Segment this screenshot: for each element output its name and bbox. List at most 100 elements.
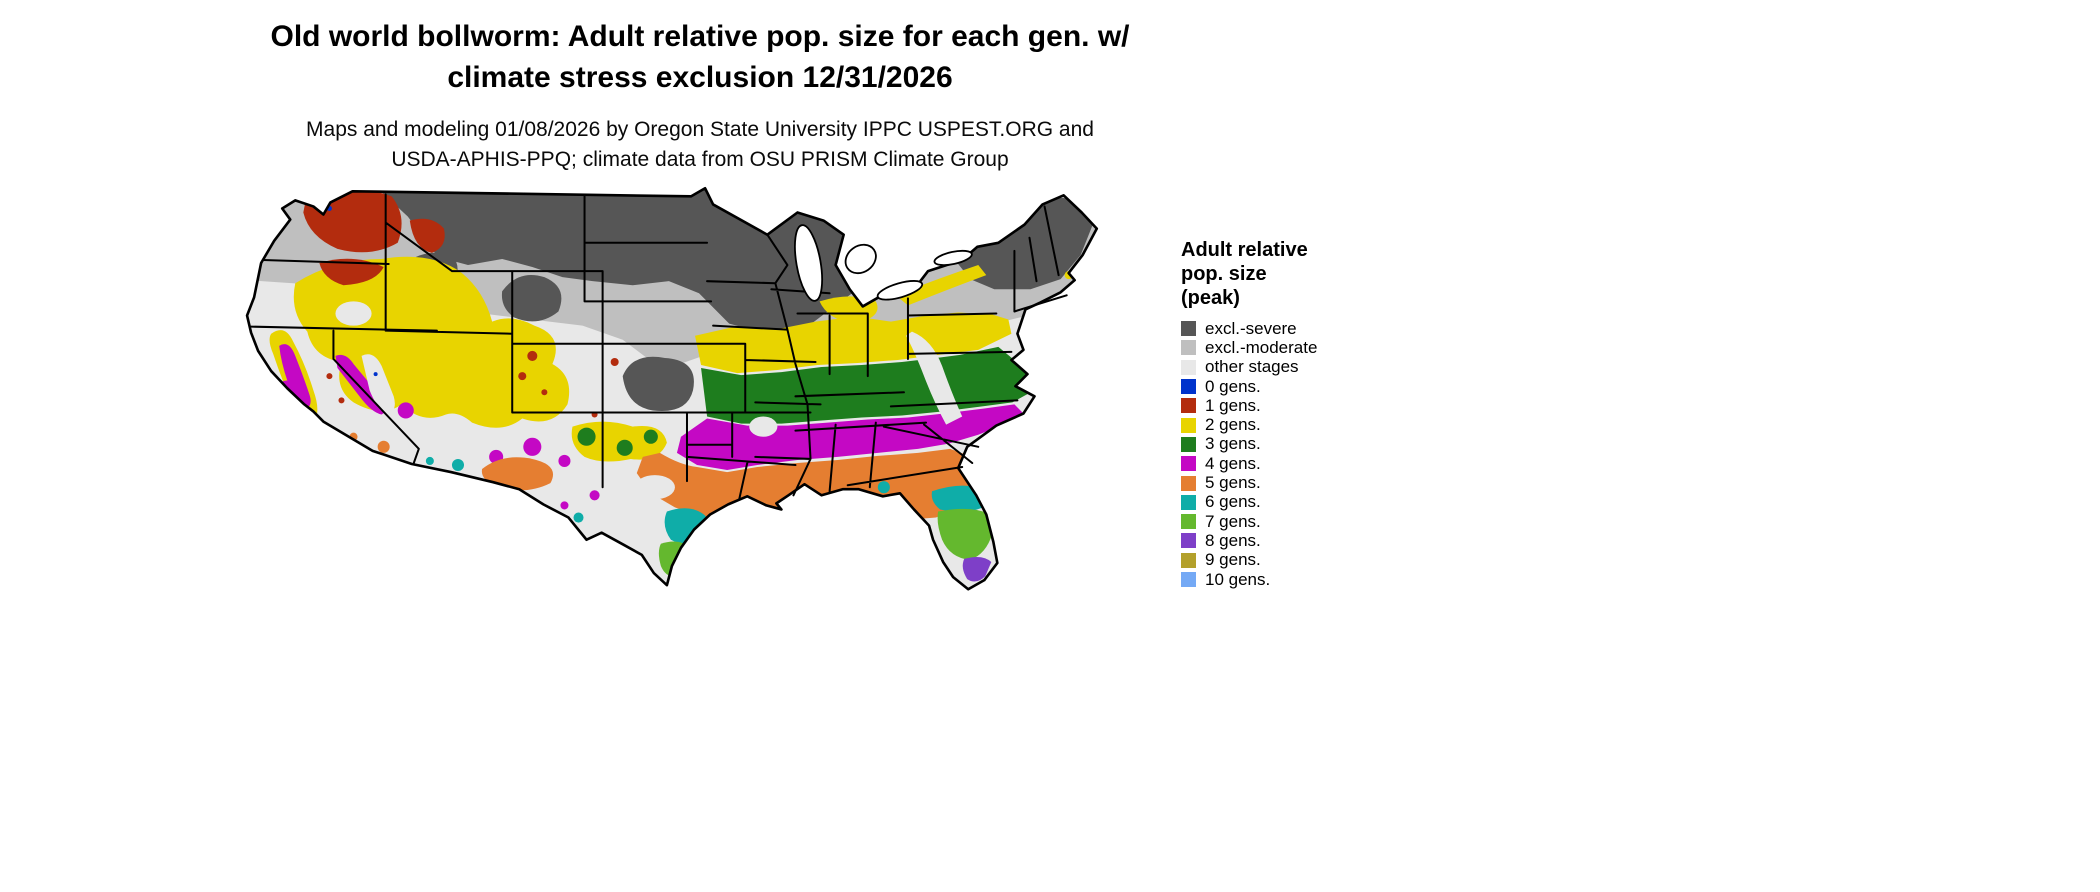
map-title-line-1: Old world bollworm: Adult relative pop. …: [270, 20, 1130, 53]
map-region-5-gens: [481, 457, 554, 491]
legend-item-label: 1 gens.: [1205, 395, 1261, 415]
map-region-1-gens: [338, 397, 345, 404]
legend-item-g0: 0 gens.: [1181, 377, 1411, 396]
map-region-6-gens: [451, 458, 465, 472]
map-region-6-gens: [877, 481, 890, 494]
great-lakes: [794, 224, 973, 302]
map-region-6-gens: [573, 512, 584, 523]
legend-swatch-excl_severe: [1181, 321, 1196, 337]
map-region-2-gens: [571, 421, 667, 462]
figure-header: Old world bollworm: Adult relative pop. …: [0, 16, 1400, 174]
map-region-4-gens: [589, 490, 600, 501]
map-region-0-gens: [373, 372, 378, 377]
legend-item-label: 0 gens.: [1205, 376, 1261, 396]
legend-swatch-g5: [1181, 475, 1196, 491]
map-region-1-gens: [610, 357, 619, 367]
legend-item-excl_severe: excl.-severe: [1181, 319, 1411, 338]
legend-swatch-g2: [1181, 417, 1196, 433]
legend-item-g6: 6 gens.: [1181, 492, 1411, 512]
map-region-6-gens: [425, 456, 434, 465]
map-region-9-gens: [969, 591, 974, 596]
map-region-3-gens: [616, 439, 633, 456]
legend-item-g8: 8 gens.: [1181, 531, 1411, 550]
legend-swatch-g10: [1181, 572, 1196, 587]
legend-item-label: excl.-moderate: [1205, 337, 1318, 357]
legend-item-g1: 1 gens.: [1181, 396, 1411, 415]
map-region-1-gens: [319, 258, 384, 286]
legend-swatch-g1: [1181, 398, 1196, 414]
legend-swatch-g6: [1181, 494, 1196, 510]
legend-item-g3: 3 gens.: [1181, 434, 1411, 454]
legend-item-g10: 10 gens.: [1181, 570, 1411, 589]
legend-item-other: other stages: [1181, 357, 1411, 377]
map-region-9-gens: [962, 593, 966, 597]
lake-ontario: [933, 249, 973, 267]
map-region-4-gens: [560, 501, 569, 510]
map-region-other-stages: [905, 331, 963, 425]
legend-swatch-g7: [1181, 514, 1196, 530]
map-subtitle: Maps and modeling 01/08/2026 by Oregon S…: [0, 115, 1400, 175]
legend-title-line-2: pop. size: [1181, 263, 1267, 285]
map-region-2-gens: [1083, 254, 1092, 263]
legend-items: excl.-severe excl.-moderate other stages 0 …: [1181, 319, 1411, 589]
map-region-4-gens: [523, 437, 542, 456]
map-region-1-gens: [518, 372, 527, 381]
legend-title-line-1: Adult relative: [1181, 239, 1308, 261]
legend-item-label: excl.-severe: [1205, 318, 1297, 338]
legend-item-g7: 7 gens.: [1181, 512, 1411, 531]
map-region-4-gens: [676, 404, 1025, 471]
map-region-4-gens: [335, 354, 387, 415]
map-region-8-gens: [962, 556, 992, 582]
legend-item-label: 8 gens.: [1205, 530, 1261, 550]
map-region-2-gens: [695, 312, 1012, 374]
map-region-7-gens: [937, 508, 993, 560]
map-region-other-stages: [634, 475, 675, 500]
map-region-4-gens: [279, 344, 311, 409]
legend-item-label: 9 gens.: [1205, 550, 1261, 570]
map-region-3-gens: [643, 429, 658, 444]
us-generation-map: [233, 162, 1147, 667]
map-region-1-gens: [541, 389, 548, 396]
map-region-4-gens: [558, 454, 571, 468]
map-region-1-gens: [326, 373, 333, 380]
legend-item-label: 7 gens.: [1205, 511, 1261, 531]
map-region-other-stages: [749, 416, 778, 437]
legend-swatch-g9: [1181, 552, 1196, 568]
legend-item-g2: 2 gens.: [1181, 415, 1411, 434]
map-region-excl-severe: [501, 274, 562, 322]
legend-title-line-3: (peak): [1181, 287, 1240, 309]
map-title-line-2: climate stress exclusion 12/31/2026: [447, 61, 953, 95]
legend-item-label: 10 gens.: [1205, 569, 1271, 589]
state-borders: [250, 193, 1068, 501]
legend-item-label: 4 gens.: [1205, 453, 1261, 473]
map-region-4-gens: [397, 402, 414, 419]
legend-item-label: other stages: [1205, 357, 1299, 377]
map-region-3-gens: [577, 427, 596, 446]
legend-item-g9: 9 gens.: [1181, 550, 1411, 570]
legend-item-label: 6 gens.: [1205, 492, 1261, 512]
map-region-2-gens: [895, 265, 987, 306]
lake-michigan: [794, 224, 824, 302]
map-region-1-gens: [409, 218, 445, 253]
map-region-1-gens: [527, 350, 538, 361]
legend-item-label: 3 gens.: [1205, 434, 1261, 454]
map-fill-regions: [247, 188, 1097, 597]
legend-item-label: 2 gens.: [1205, 415, 1261, 435]
us-outline: [245, 186, 1099, 591]
map-region-other-stages: [361, 354, 395, 415]
legend-item-g4: 4 gens.: [1181, 454, 1411, 473]
map-legend: Adult relative pop. size (peak) excl.-se…: [1181, 238, 1411, 589]
legend-swatch-g4: [1181, 456, 1196, 472]
lake-erie: [876, 280, 924, 301]
legend-item-excl_moderate: excl.-moderate: [1181, 338, 1411, 357]
map-region-1-gens: [251, 189, 272, 210]
us-map-svg: [245, 186, 1099, 597]
legend-item-g5: 5 gens.: [1181, 473, 1411, 492]
legend-swatch-g3: [1181, 436, 1196, 452]
map-region-0-gens: [260, 195, 267, 202]
legend-swatch-excl_moderate: [1181, 340, 1196, 356]
map-subtitle-line-2: USDA-APHIS-PPQ; climate data from OSU PR…: [391, 147, 1009, 171]
map-subtitle-line-1: Maps and modeling 01/08/2026 by Oregon S…: [306, 117, 1094, 141]
map-region-excl-severe: [622, 356, 694, 412]
